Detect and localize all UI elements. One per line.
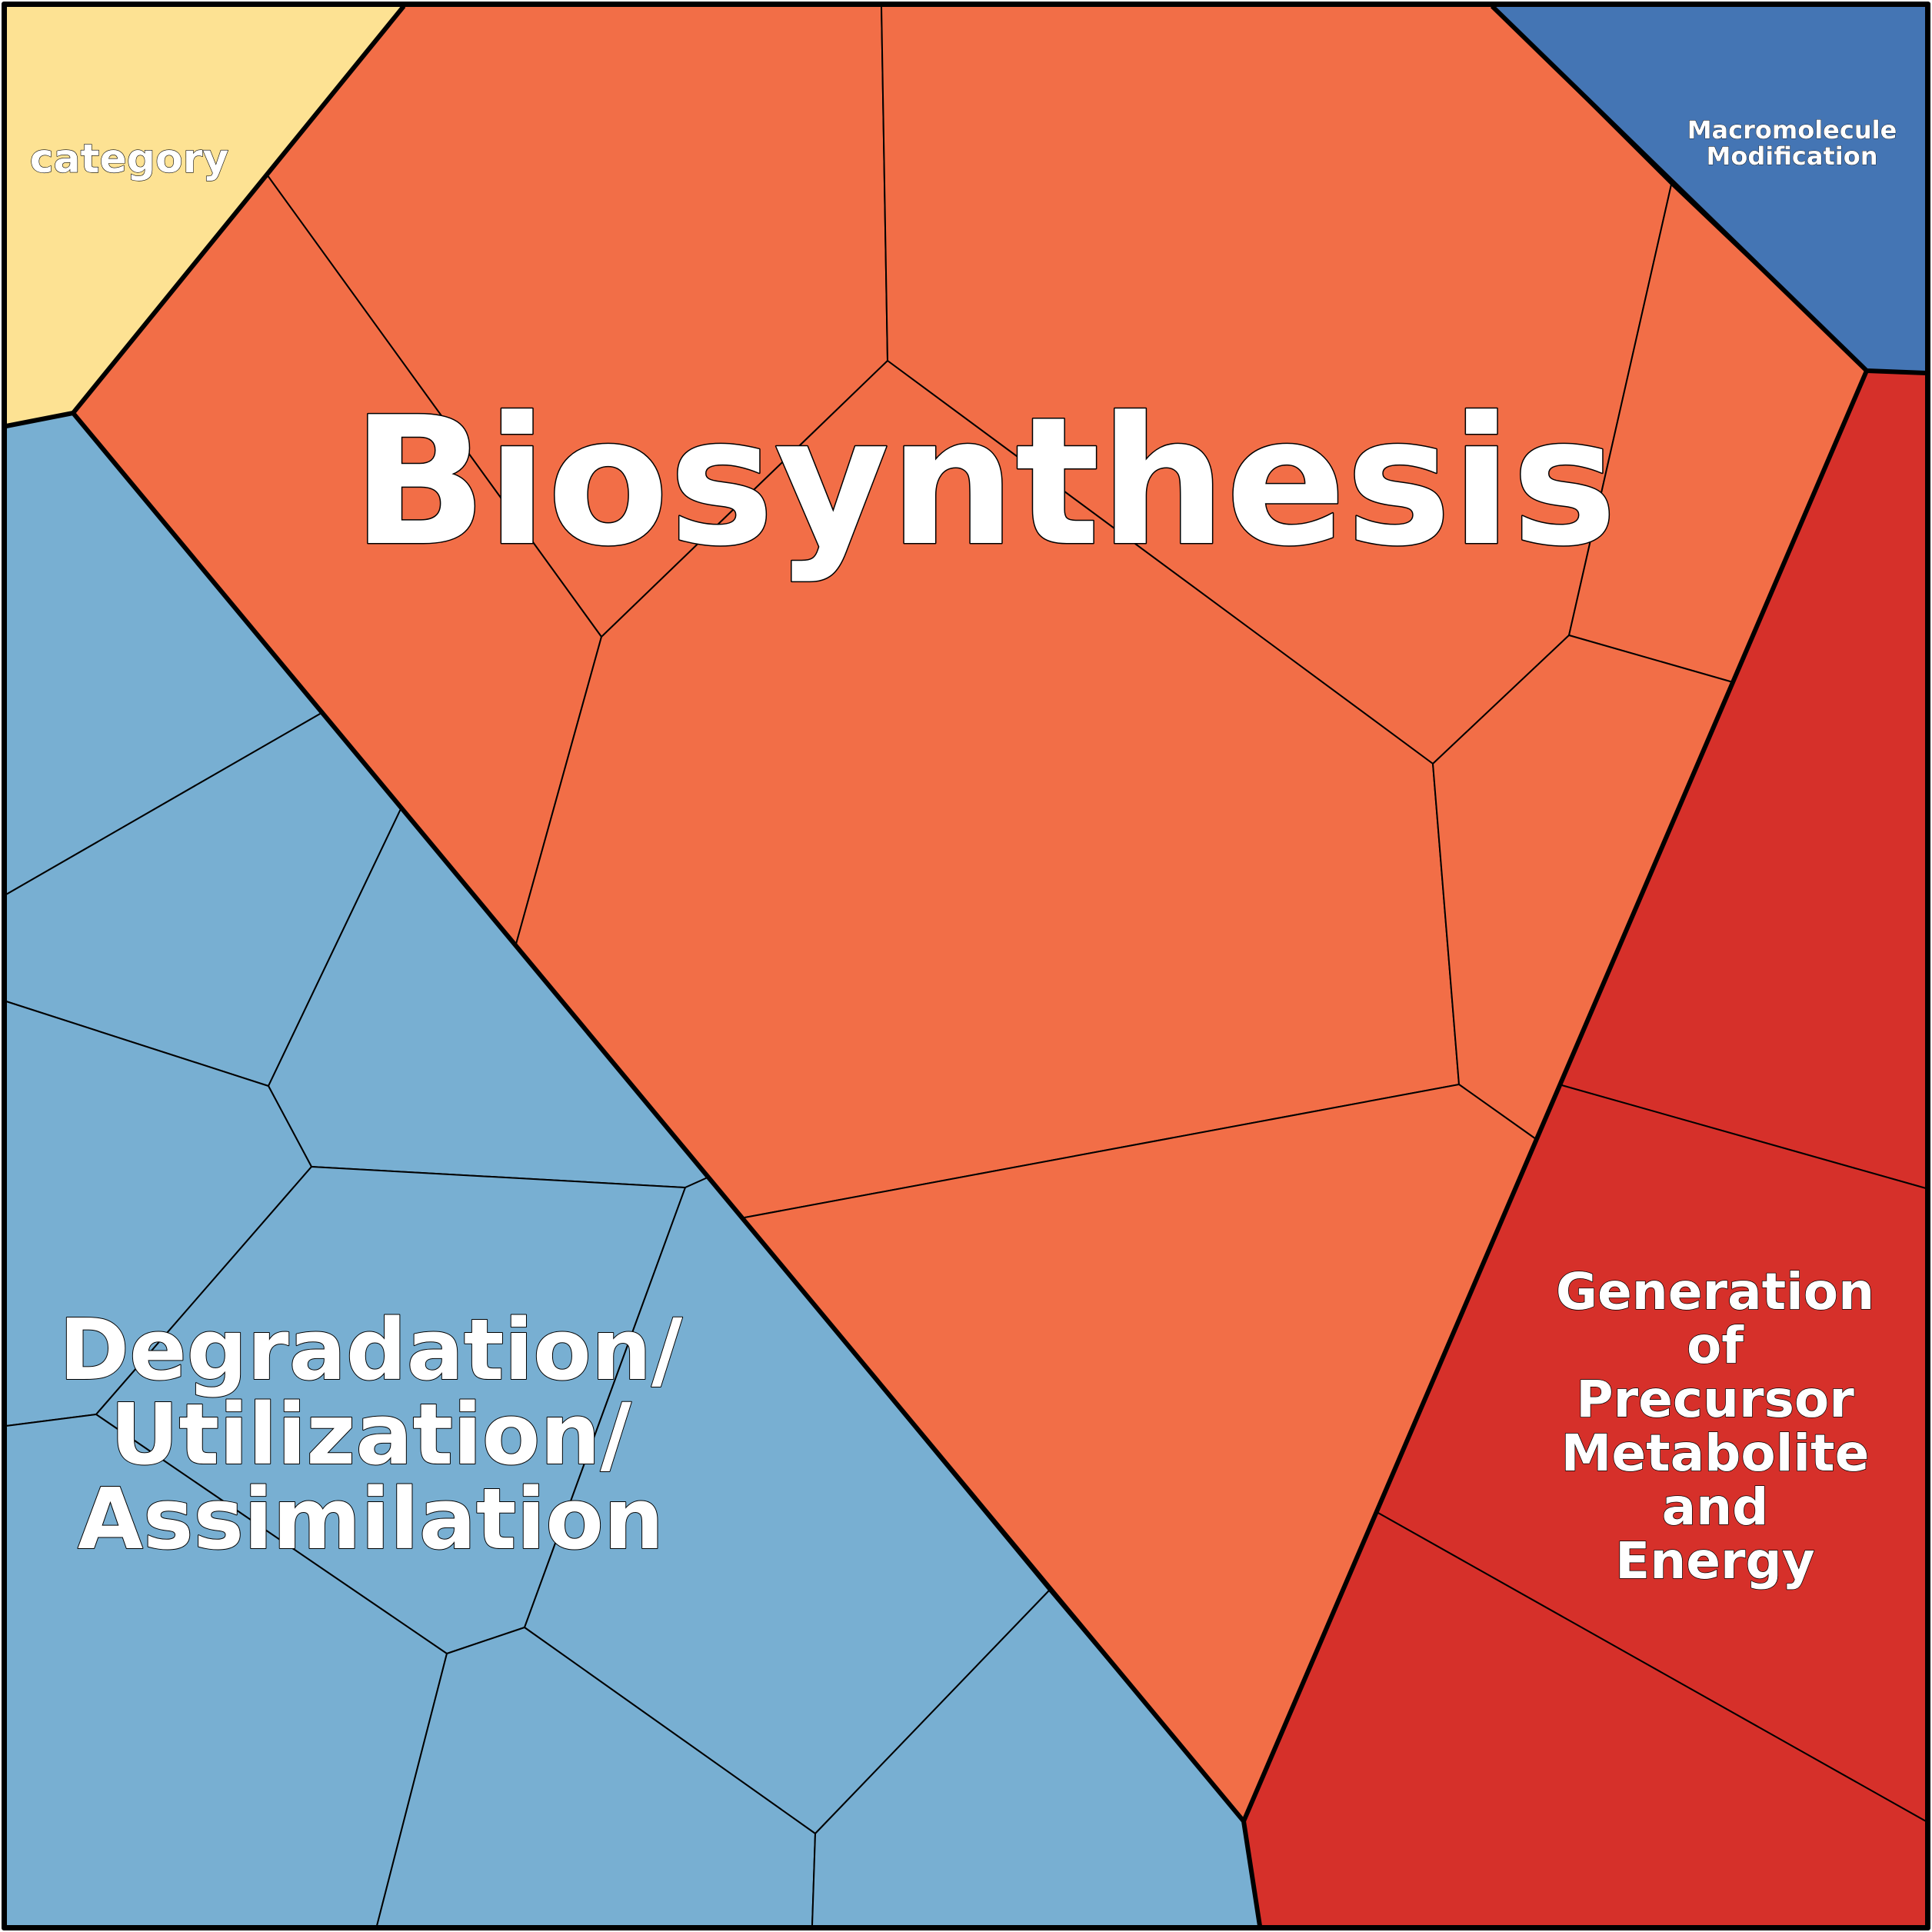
label-macromolecule-line-2: Modification <box>1706 142 1877 171</box>
label-generation-line-5: and <box>1662 1477 1769 1537</box>
label-generation-line-6: Energy <box>1615 1531 1815 1591</box>
label-generation-line-4: Metabolite <box>1561 1424 1870 1483</box>
label-biosynthesis: Biosynthesis <box>351 380 1617 585</box>
label-degradation-line-1: Degradation/ <box>59 1301 683 1399</box>
label-degradation-line-3: Assimilation <box>78 1470 664 1568</box>
label-macromolecule-line-1: Macromolecule <box>1687 115 1897 145</box>
label-generation-line-3: Precursor <box>1576 1370 1854 1429</box>
label-generation-line-2: of <box>1687 1316 1744 1375</box>
label-degradation-line-2: Utilization/ <box>110 1385 631 1484</box>
boundary-biosynthesis-generation <box>1241 369 1869 1823</box>
label-category: category <box>30 136 229 182</box>
label-generation-line-1: Generation <box>1556 1262 1874 1321</box>
